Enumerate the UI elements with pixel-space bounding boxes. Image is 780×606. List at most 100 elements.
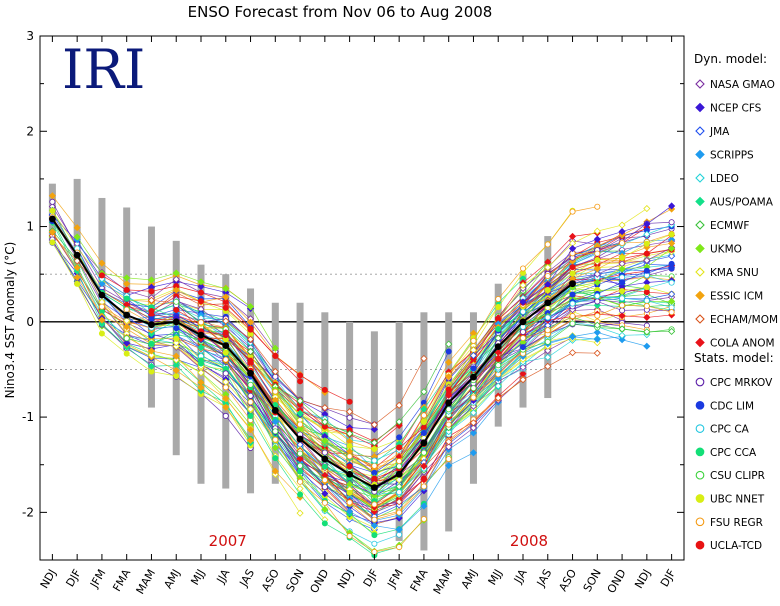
observed-point [544,299,552,307]
x-tick-label: AMJ [161,567,182,591]
forecast-marker [420,502,428,510]
forecast-marker [297,478,304,485]
forecast-marker [668,309,675,316]
forecast-marker [643,342,651,350]
forecast-marker [371,475,378,482]
legend-label: NASA GMAO [710,79,775,91]
forecast-marker [172,269,180,277]
forecast-marker [197,378,205,387]
forecast-marker [569,264,576,271]
legend-marker [695,337,705,348]
forecast-marker [569,320,576,327]
forecast-marker [618,221,626,229]
legend-marker [695,290,705,301]
forecast-marker [544,314,551,321]
forecast-marker [98,279,106,288]
forecast-marker [197,298,204,305]
legend-label: KMA SNU [710,267,759,279]
forecast-marker [619,295,626,302]
forecast-marker [668,327,676,336]
forecast-marker [593,278,601,287]
legend-label: UKMO [710,244,742,256]
forecast-marker [494,382,502,390]
forecast-marker [123,274,131,282]
forecast-marker [395,401,403,409]
legend-marker [695,267,705,277]
forecast-marker [643,220,651,228]
x-tick-label: NDJ [335,567,356,591]
forecast-marker [568,349,577,357]
forecast-marker [172,356,180,364]
spread-bar [321,312,329,484]
y-tick-label: -1 [22,410,34,424]
forecast-marker [222,378,230,386]
forecast-marker [272,428,279,435]
x-tick-label: MAM [431,567,456,596]
forecast-marker [445,373,453,381]
forecast-marker [371,457,378,464]
forecast-marker [197,343,205,352]
forecast-marker [321,386,328,393]
legend-label: CSU CLIPR [710,470,765,482]
y-tick-label: 0 [26,315,34,329]
x-tick-label: DJF [63,567,83,589]
forecast-marker [594,256,601,263]
forecast-line [498,290,672,330]
forecast-marker [222,304,229,311]
forecast-marker [420,388,428,396]
forecast-marker [297,491,304,498]
forecast-marker [123,335,130,342]
forecast-marker [371,462,378,469]
forecast-marker [321,520,328,527]
legend-marker [695,400,705,410]
forecast-marker [668,219,675,226]
observed-point [247,369,254,377]
forecast-marker [396,463,403,470]
forecast-marker [73,224,81,232]
forecast-marker [147,330,156,338]
observed-point [271,407,279,414]
forecast-marker [445,340,453,348]
x-tick-label: JJA [511,567,530,587]
legend-heading: Stats. model: [694,351,774,365]
observed-point [123,311,131,319]
forecast-plumes [48,192,676,559]
forecast-marker [668,231,675,238]
forecast-marker [197,278,205,286]
forecast-marker [643,297,650,304]
forecast-marker [618,325,626,333]
forecast-marker [271,418,279,426]
legend: Dyn. model: NASA GMAO NCEP CFS JMA SCRIPPS LD… [694,52,778,552]
chart-title: ENSO Forecast from Nov 06 to Aug 2008 [188,3,493,21]
x-tick-label: SON [581,567,604,594]
observed-point [395,470,403,478]
observed-point [321,455,329,463]
forecast-marker [668,297,676,305]
observed-point [197,331,205,339]
forecast-marker [618,231,626,239]
forecast-marker [643,267,650,274]
year-label: 2008 [510,532,548,550]
forecast-marker [593,321,601,329]
forecast-marker [297,450,304,457]
forecast-marker [222,349,229,356]
spread-bar [73,178,81,265]
forecast-marker [272,388,279,395]
forecast-marker [272,436,279,443]
forecast-marker [123,295,130,302]
observed-point [569,280,576,288]
forecast-marker [321,449,328,456]
observed-point [222,342,230,350]
forecast-marker [73,233,81,241]
iri-logo: IRI [62,38,145,101]
legend-marker [695,220,705,230]
forecast-marker [520,344,527,351]
forecast-marker [48,192,56,200]
forecast-marker [321,437,329,445]
forecast-marker [469,429,478,437]
x-tick-label: JAS [534,567,555,590]
x-tick-label: AMJ [459,567,480,591]
observed-point [73,251,81,259]
forecast-marker [519,281,527,289]
